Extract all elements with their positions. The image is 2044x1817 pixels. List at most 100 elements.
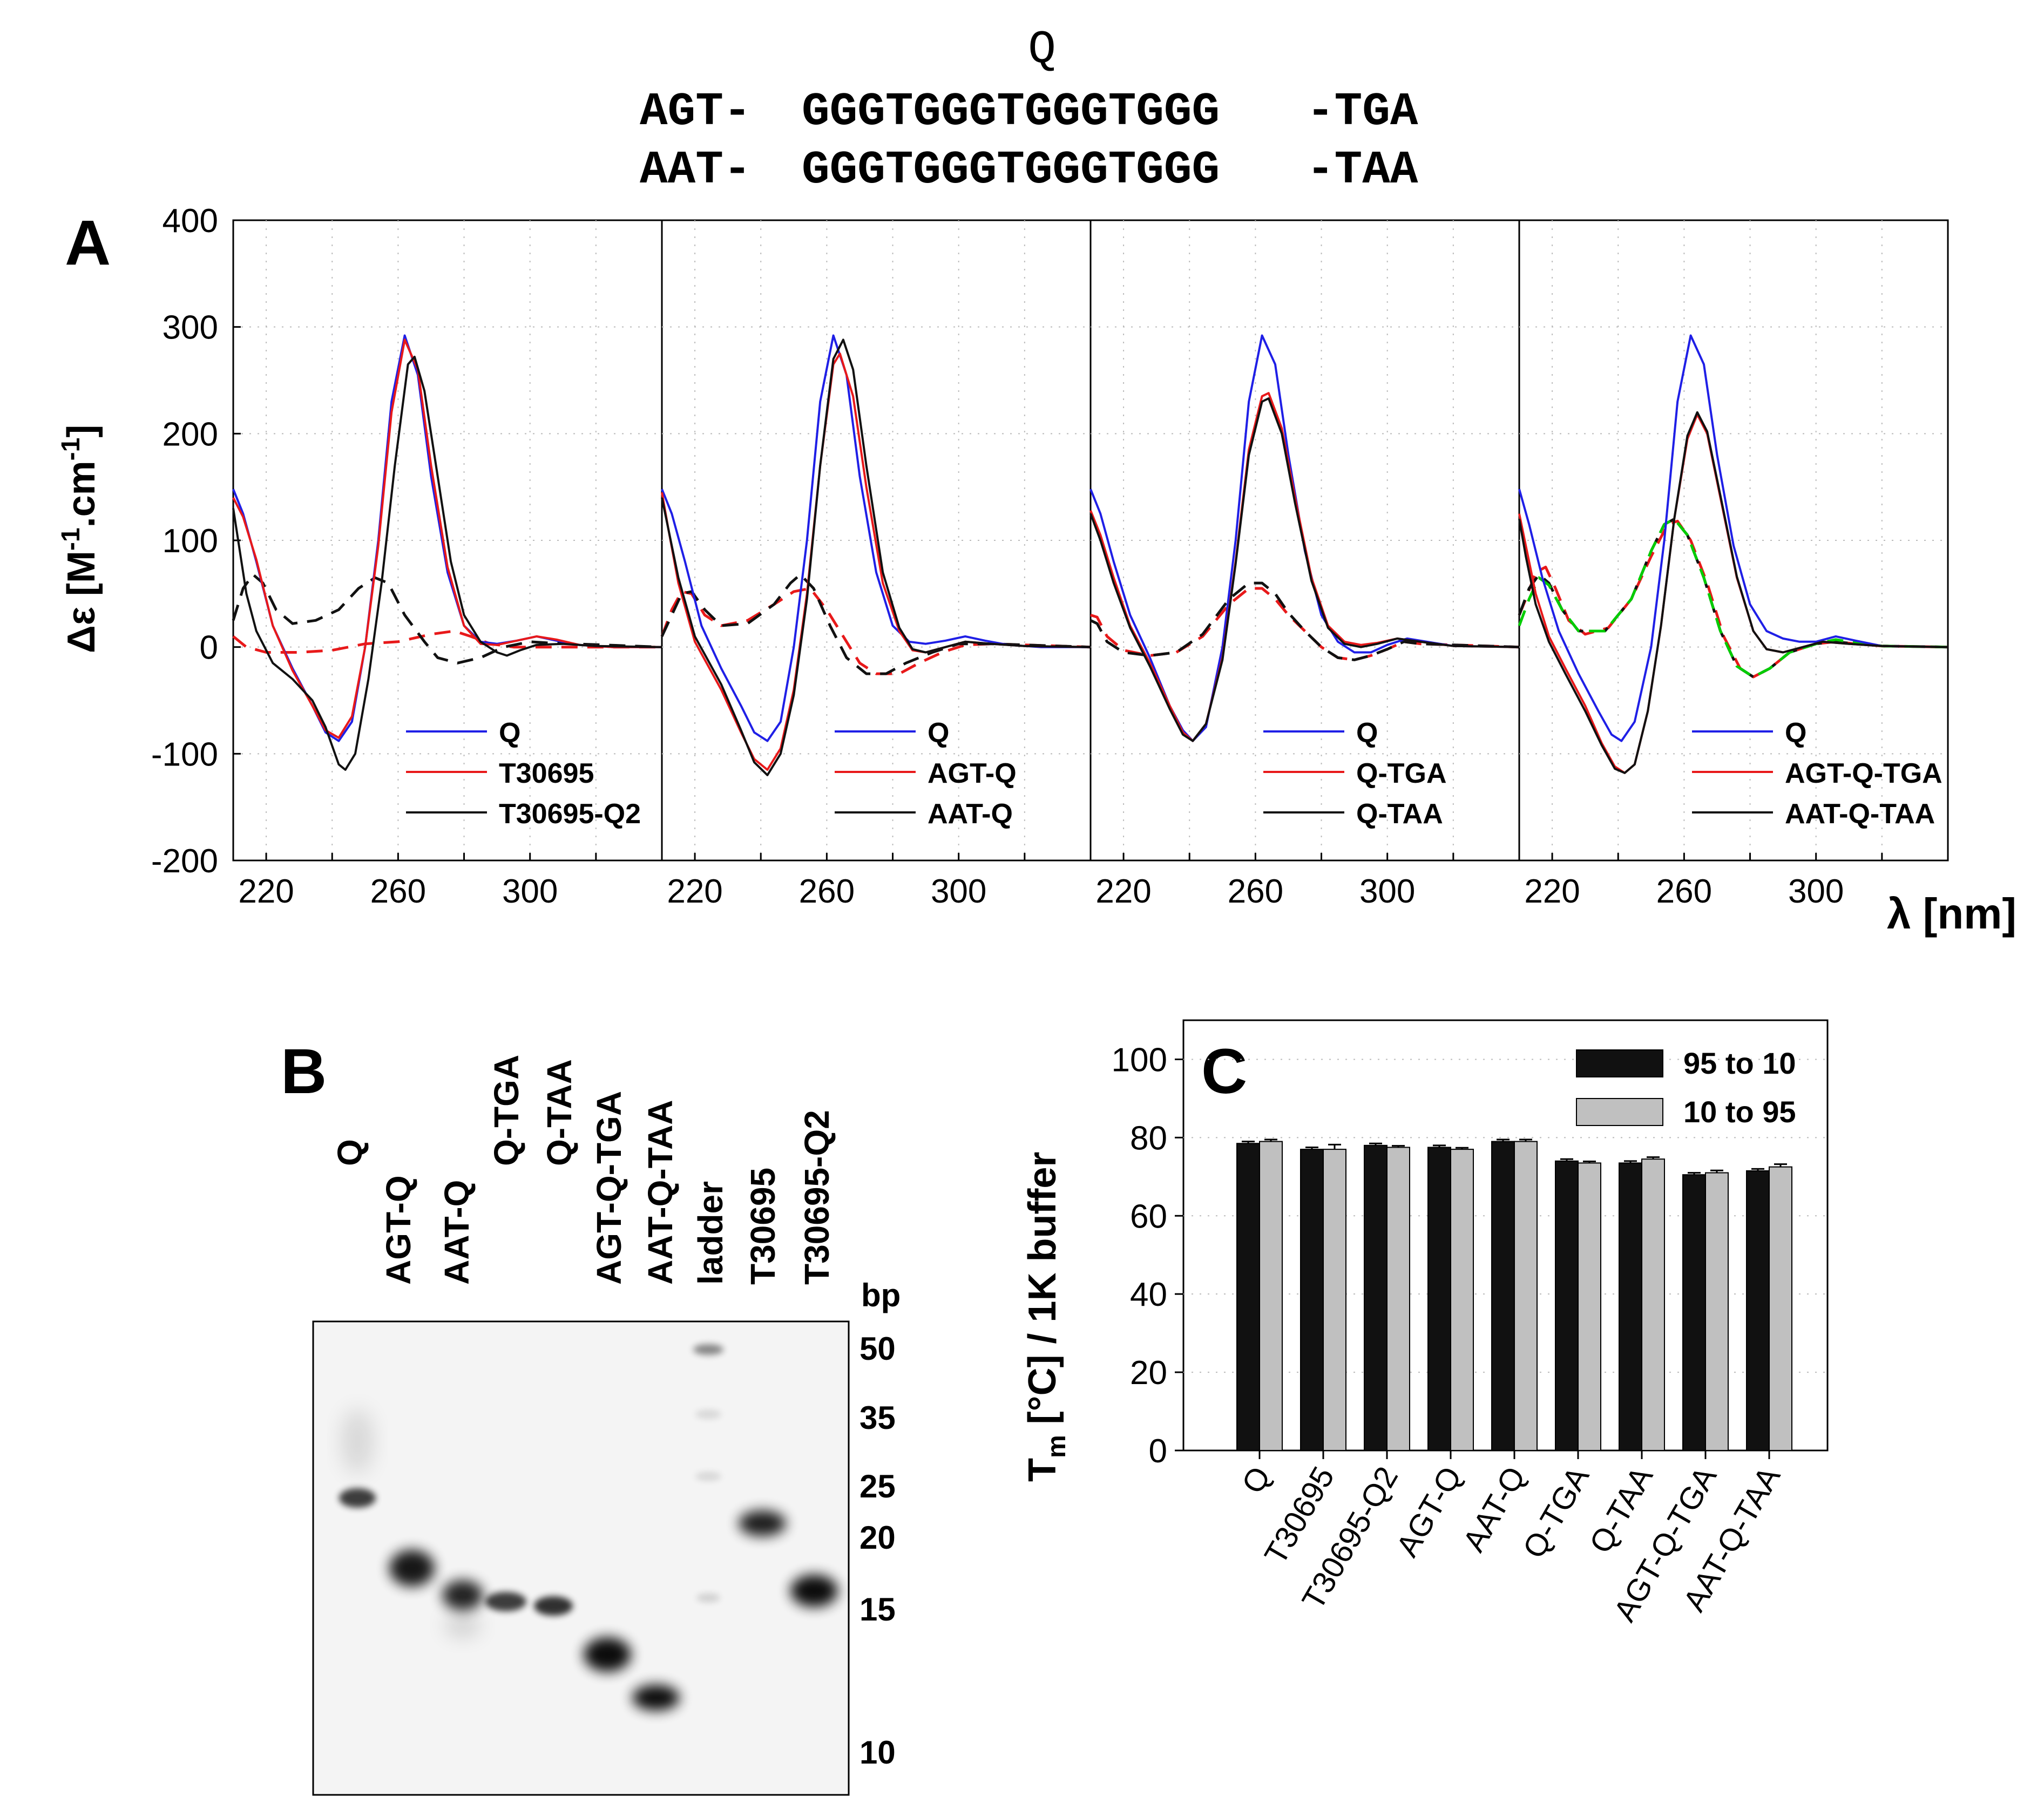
seq-row1-core: GGGTGGGTGGGTGGG <box>802 85 1220 138</box>
y-tick-label: 400 <box>163 202 218 240</box>
cd-panel-2: 220 260 300 Q AGT-Q AAT-Q <box>660 219 1092 910</box>
panel-c-ylabel: Tm [°C] / 1K buffer <box>1021 1152 1071 1482</box>
cd-curve-aat-q-dashed <box>660 573 1091 675</box>
cd-curve-agt-q-tga <box>1518 413 1948 774</box>
x-tick-label: 220 <box>1524 873 1580 910</box>
legend-label: Q-TGA <box>1356 758 1447 789</box>
seq-row2-left: AAT- <box>640 144 751 196</box>
panel-a: A Δε [M-1.cm-1] λ [nm] 220 260 300 -200 -100… <box>57 202 2016 938</box>
x-tick-label: AGT-Q <box>1390 1461 1469 1563</box>
gel-lane-label: Q-TAA <box>540 1059 579 1166</box>
bar-heating <box>1641 1158 1665 1451</box>
cd-curve-t30695 <box>232 338 662 739</box>
panel-c-letter: C <box>1201 1036 1247 1107</box>
cd-panel-3: 220 260 300 Q Q-TGA Q-TAA <box>1089 219 1520 910</box>
legend-label: AGT-Q-TGA <box>1785 758 1943 789</box>
panel-a-letter: A <box>65 207 111 279</box>
cd-curve-q <box>661 334 1091 742</box>
y-tick-label: -200 <box>151 843 218 880</box>
gel-band <box>790 1575 838 1607</box>
bar-heating <box>1450 1149 1474 1452</box>
panel-b-letter: B <box>281 1036 327 1107</box>
bar-cooling <box>1555 1160 1579 1452</box>
gel-band <box>739 1510 786 1536</box>
gel-band <box>339 1488 376 1508</box>
x-tick-label: 220 <box>238 873 294 910</box>
cd-curve-q-taa-dashed <box>1089 581 1520 661</box>
sequence-header: Q AGT- GGGTGGGTGGGTGGG -TGA AAT- GGGTGGG… <box>640 23 1418 196</box>
y-tick-label: 300 <box>163 309 218 347</box>
legend-label: Q <box>499 717 520 749</box>
y-tick-label: 0 <box>1149 1433 1167 1470</box>
bar-cooling <box>1619 1162 1642 1451</box>
gel-band <box>485 1592 526 1611</box>
gel-markers: 50 35 25 20 15 10 <box>859 1331 896 1771</box>
y-tick-label: 40 <box>1130 1276 1167 1313</box>
gel-lane-label: Q <box>330 1139 369 1166</box>
gel-band <box>342 1409 373 1474</box>
bar-heating <box>1705 1172 1729 1451</box>
x-tick-label: 260 <box>1228 873 1283 910</box>
gel-band <box>695 1410 721 1419</box>
seq-row2-core: GGGTGGGTGGGTGGG <box>802 144 1220 196</box>
cd-curve-aat-q <box>661 338 1091 776</box>
cd-curve-q <box>1089 334 1520 742</box>
gel-lane-label: ladder <box>691 1181 730 1285</box>
seq-row1-right: -TGA <box>1307 85 1418 138</box>
seq-row1-left: AGT- <box>640 85 751 138</box>
bar-cooling <box>1491 1141 1515 1452</box>
gel-marker-label: 10 <box>859 1734 896 1771</box>
legend-label: Q <box>1356 717 1378 749</box>
gel-band <box>693 1344 723 1355</box>
x-tick-label: 260 <box>1656 873 1712 910</box>
gel-marker-label: 20 <box>859 1520 896 1556</box>
legend-label: AGT-Q <box>928 758 1017 789</box>
bar-cooling <box>1300 1149 1324 1452</box>
y-tick-label: 200 <box>163 416 218 453</box>
x-tick-label: 220 <box>667 873 722 910</box>
bar-cooling <box>1236 1143 1260 1452</box>
gel-lane-label: AGT-Q-TGA <box>590 1091 628 1285</box>
legend-label: AAT-Q <box>928 798 1013 830</box>
cd-curve-q <box>1518 334 1948 742</box>
header-title: Q <box>1028 23 1056 76</box>
cd-curve-green-dashed <box>1518 518 1948 679</box>
bar-cooling <box>1364 1144 1388 1451</box>
legend-label: 10 to 95 <box>1683 1095 1796 1129</box>
gel-lane-label: AAT-Q-TAA <box>641 1100 680 1285</box>
legend-label: T30695 <box>499 758 594 789</box>
gel-marker-label: 50 <box>859 1331 896 1367</box>
cd-curve-q-taa <box>1089 397 1520 742</box>
cd-curve-agt-q-dashed <box>660 587 1091 675</box>
x-tick-label: 300 <box>1788 873 1844 910</box>
gel-lane-label: AAT-Q <box>437 1180 476 1285</box>
bar-cooling <box>1746 1170 1770 1451</box>
gel-band <box>695 1472 721 1481</box>
gel-marker-label: 15 <box>859 1591 896 1628</box>
cd-panel-1: 220 260 300 -200 -100 0 100 200 300 400 Q T30695 T30… <box>151 202 663 910</box>
cd-curve-q-tga-dashed <box>1090 587 1520 661</box>
gel-lane-label: Q-TGA <box>487 1055 526 1166</box>
gel-band <box>696 1594 720 1602</box>
bar-heating <box>1769 1166 1792 1452</box>
panel-c-plot: 020406080100QT30695T30695-Q2AGT-QAAT-QQ-… <box>1112 1019 1829 1628</box>
cd-curve-t30695-q2-dashed <box>232 573 662 665</box>
gel-lane-label: AGT-Q <box>379 1175 418 1285</box>
x-tick-label: 300 <box>502 873 558 910</box>
gel-band <box>442 1580 483 1610</box>
cd-curve-t30695-dashed <box>232 629 662 654</box>
cd-curve-agt-q <box>661 352 1091 771</box>
y-tick-label: 100 <box>163 523 218 560</box>
y-tick-label: 60 <box>1130 1198 1167 1235</box>
panel-c: C Tm [°C] / 1K buffer 020406080100QT3069… <box>1021 1019 1829 1628</box>
y-tick-label: -100 <box>151 736 218 773</box>
y-tick-label: 80 <box>1130 1120 1167 1157</box>
gel-band <box>534 1596 573 1616</box>
y-tick-label: 0 <box>200 629 218 667</box>
gel-lane-labels: Q AGT-Q AAT-Q Q-TGA Q-TAA AGT-Q-TGA AAT-Q-TAA l… <box>330 1055 836 1285</box>
legend-label: Q <box>1785 717 1806 749</box>
bar-heating <box>1323 1149 1346 1452</box>
gel-band <box>632 1685 680 1711</box>
gel-bands <box>339 1344 838 1711</box>
gel-band <box>584 1637 631 1672</box>
